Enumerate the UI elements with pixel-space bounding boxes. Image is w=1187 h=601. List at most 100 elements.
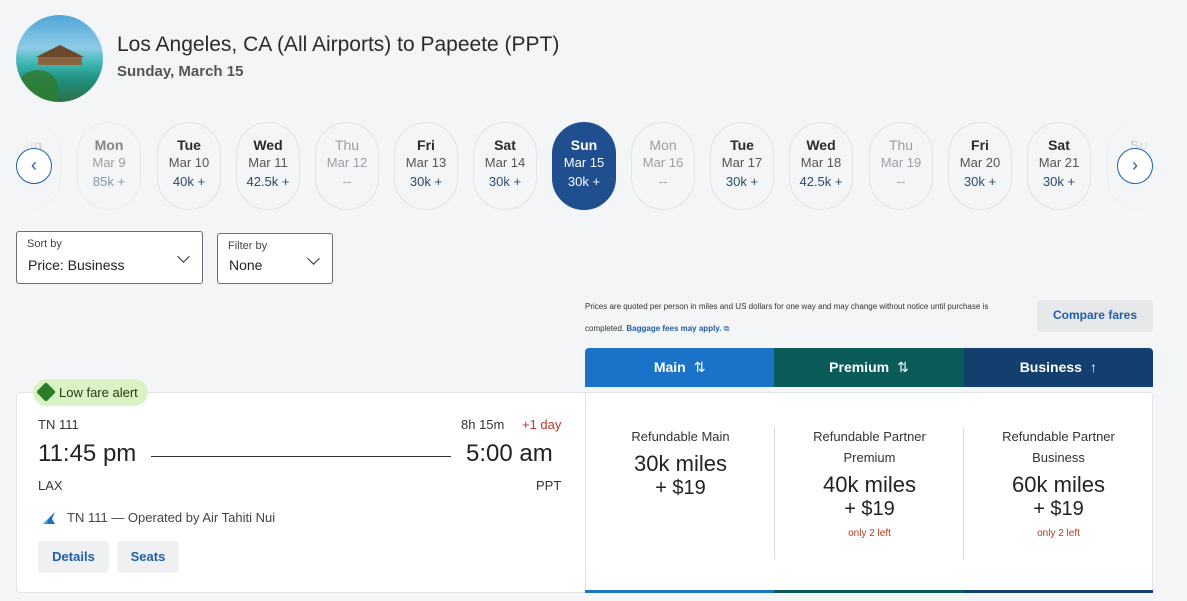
date-price: -- [658,174,668,189]
compare-fares-button[interactable]: Compare fares [1037,300,1153,332]
date-price: -- [342,174,352,189]
date-day: Mar 15 [563,155,605,170]
tag-icon [36,382,56,402]
date-weekday: Sun [570,137,598,153]
price-notice: Prices are quoted per person in miles an… [585,302,989,333]
fare-option-business[interactable]: Refundable Partner Business 60k miles + … [964,393,1153,592]
baggage-fees-link[interactable]: Baggage fees may apply. [626,324,722,333]
date-price: 30k + [1042,174,1076,189]
date-price: 30k + [488,174,522,189]
date-weekday: Wed [806,137,836,153]
cabin-tab-main[interactable]: Main ⇅ [585,348,775,387]
sort-dropdown[interactable]: Sort by Price: Business [16,231,203,284]
date-day: Mar 19 [880,155,922,170]
date-day: Mar 9 [92,155,126,170]
fare-options: Refundable Main 30k miles + $19 Refundab… [585,393,1152,592]
date-day: Mar 18 [800,155,842,170]
date-weekday: Mon [94,137,124,153]
fare-option-main[interactable]: Refundable Main 30k miles + $19 [586,393,775,592]
date-price: 42.5k + [799,174,843,189]
date-day: Mar 17 [721,155,763,170]
date-price: -- [896,174,906,189]
plus-day-indicator: +1 day [522,417,562,432]
chevron-right-icon[interactable]: › [1117,148,1153,184]
fare-miles: 40k miles [823,472,916,497]
sort-icon: ⇅ [897,359,909,375]
fare-name: Refundable Main [631,429,730,444]
fare-fees: + $19 [1033,498,1084,520]
cabin-header: Main ⇅ Premium ⇅ Business ↑ [585,348,1153,387]
seats-left: only 2 left [848,528,891,539]
date-option[interactable]: Sat Mar 21 30k + [1027,122,1091,210]
sort-value: Price: Business [28,257,125,273]
fare-fees: + $19 [844,498,895,520]
air-tahiti-nui-logo-icon [43,512,55,524]
date-option[interactable]: Wed Mar 18 42.5k + [789,122,853,210]
date-strip: Sun Mon Mar 9 85k + Tue Mar 10 40k + Wed Mar 11 4… [0,122,1187,212]
date-day: Mar 13 [405,155,447,170]
departure-time: 11:45 pm [38,440,137,467]
operator-info: TN 111 — Operated by Air Tahiti Nui [67,510,276,525]
fare-name: Refundable Partner Business [1002,429,1115,465]
flight-number: TN 111 [38,417,79,432]
sort-icon: ⇅ [693,359,706,375]
fare-miles: 30k miles [634,451,727,476]
date-option[interactable]: Fri Mar 20 30k + [948,122,1012,210]
date-option[interactable]: Thu Mar 19 -- [869,122,933,210]
date-weekday: Thu [888,137,914,153]
date-weekday: Fri [971,137,989,153]
date-option[interactable]: Tue Mar 17 30k + [710,122,774,210]
date-day: Mar 14 [484,155,526,170]
date-price: 42.5k + [246,174,290,189]
date-option[interactable]: Sun Mar 15 30k + [552,122,616,210]
filter-dropdown[interactable]: Filter by None [217,233,333,284]
date-day: Mar 20 [959,155,1001,170]
arrival-time: 5:00 am [466,440,553,467]
destination-image [16,15,103,102]
date-price: 30k + [567,174,601,189]
flight-duration: 8h 15m [461,417,505,432]
seats-button[interactable]: Seats [117,541,179,573]
date-weekday: Sat [494,137,516,153]
date-weekday: Thu [334,137,360,153]
date-weekday: Fri [417,137,435,153]
date-weekday: Tue [177,137,201,153]
chevron-down-icon [307,252,320,265]
fare-option-premium[interactable]: Refundable Partner Premium 40k miles + $… [775,393,964,592]
page-title: Los Angeles, CA (All Airports) to Papeet… [117,33,560,56]
details-button[interactable]: Details [38,541,109,573]
date-weekday: Mon [649,137,677,153]
fare-name: Refundable Partner Premium [813,429,926,465]
route-line [151,456,451,457]
low-fare-alert-badge: Low fare alert [33,379,148,406]
date-option[interactable]: Tue Mar 10 40k + [157,122,221,210]
date-option[interactable]: Mon Mar 9 85k + [77,122,141,210]
date-weekday: Wed [253,137,283,153]
date-day: Mar 21 [1038,155,1080,170]
date-option[interactable]: Mon Mar 16 -- [631,122,695,210]
date-option[interactable]: Wed Mar 11 42.5k + [236,122,300,210]
date-weekday: Sat [1048,137,1070,153]
filter-value: None [229,257,263,273]
date-day: Mar 10 [168,155,210,170]
chevron-left-icon[interactable]: ‹ [16,148,52,184]
date-price: 40k + [172,174,206,189]
seats-left: only 2 left [1037,528,1080,539]
sort-up-icon: ↑ [1089,359,1097,375]
cabin-tab-premium[interactable]: Premium ⇅ [774,348,964,387]
filter-label: Filter by [228,240,268,252]
cabin-tab-business[interactable]: Business ↑ [963,348,1153,387]
arrival-airport: PPT [536,478,562,493]
date-price: 85k + [92,174,126,189]
date-day: Mar 11 [248,155,288,170]
date-option[interactable]: Fri Mar 13 30k + [394,122,458,210]
travel-date: Sunday, March 15 [117,63,244,80]
date-price: 30k + [725,174,759,189]
sort-label: Sort by [27,238,62,250]
date-option[interactable]: Sat Mar 14 30k + [473,122,537,210]
date-option[interactable]: Thu Mar 12 -- [315,122,379,210]
date-price: 30k + [409,174,443,189]
date-weekday: Tue [730,137,754,153]
chevron-down-icon [177,250,190,263]
departure-airport: LAX [38,478,63,493]
